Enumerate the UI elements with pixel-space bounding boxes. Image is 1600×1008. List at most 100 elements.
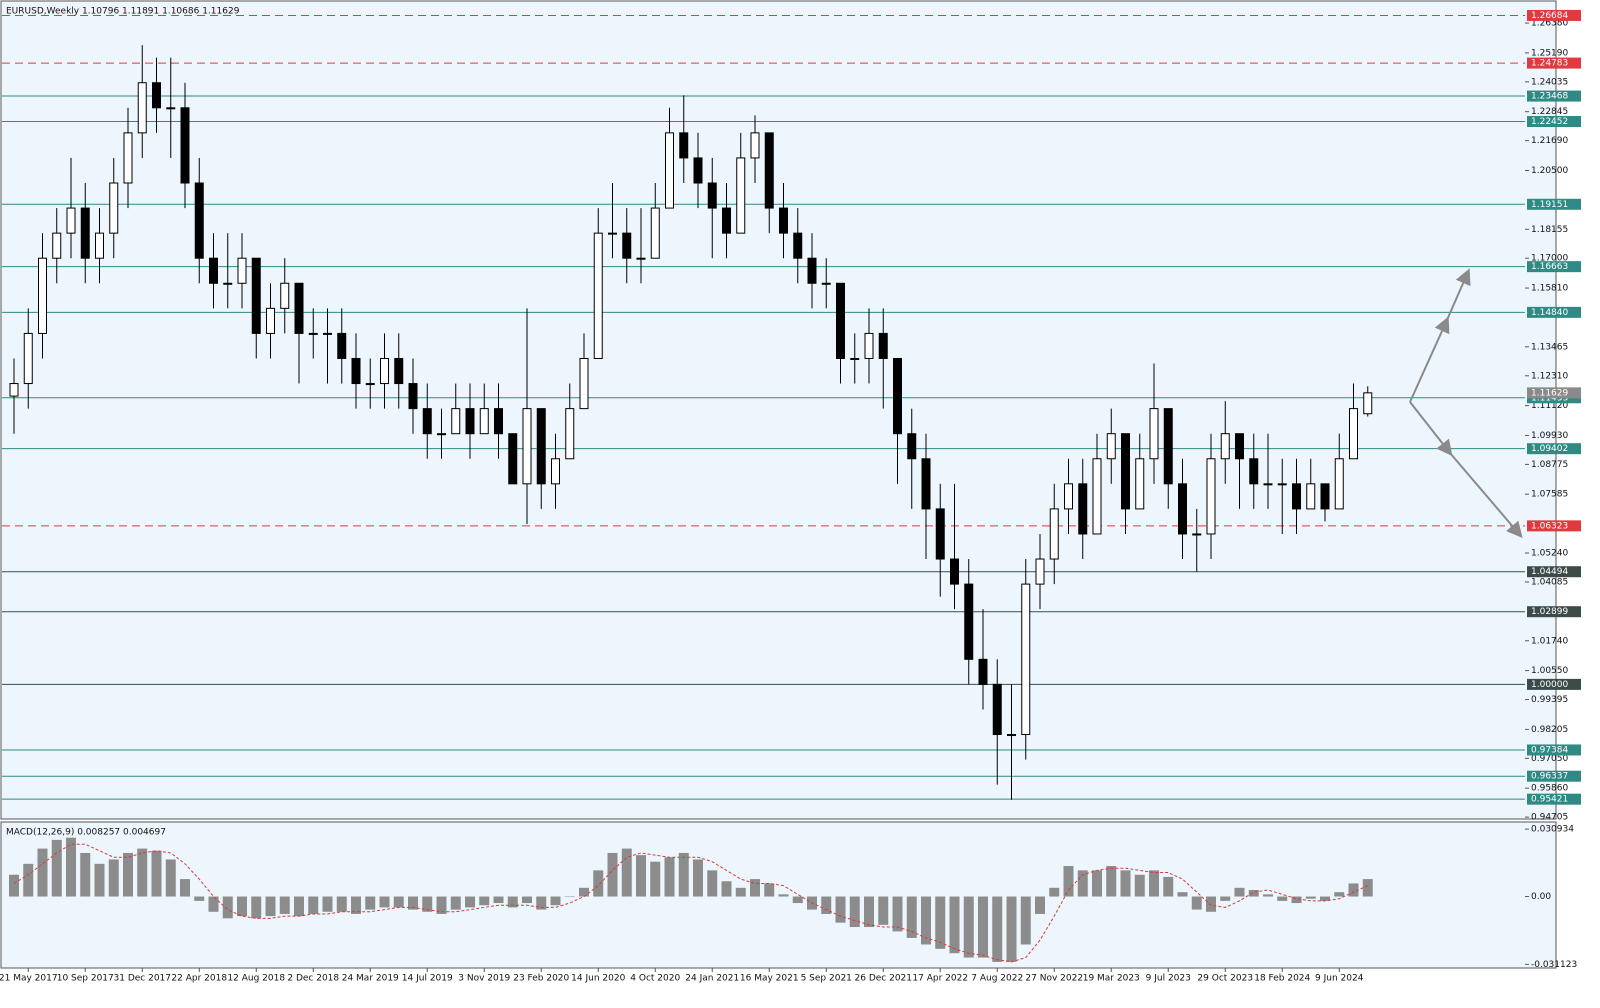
macd-bar: [365, 896, 376, 910]
candle-body: [736, 157, 746, 234]
candle-body: [593, 232, 603, 359]
x-tick-label: 24 Mar 2019: [342, 974, 399, 984]
candle-body: [1263, 483, 1273, 486]
level-label: 1.23468: [1531, 92, 1568, 102]
level-box: 1.19151: [1527, 198, 1581, 210]
level-label: 1.26684: [1531, 11, 1568, 21]
macd-bar: [180, 879, 190, 897]
candle-body: [693, 157, 703, 184]
candle-body: [95, 232, 104, 259]
macd-bar: [693, 859, 703, 897]
level-label: 1.14840: [1531, 308, 1568, 318]
level-box: 1.23468: [1527, 90, 1581, 102]
macd-bar: [778, 894, 789, 897]
candle-body: [579, 357, 589, 410]
x-tick-label: 21 May 2017: [0, 974, 58, 984]
macd-bar: [450, 896, 461, 910]
x-tick-label: 7 Aug 2022: [971, 974, 1023, 984]
candle-body: [850, 357, 860, 360]
x-tick-label: 9 Jul 2023: [1146, 974, 1191, 984]
macd-bar: [1149, 870, 1159, 897]
macd-bar: [1362, 879, 1373, 897]
candle-body: [907, 433, 917, 460]
macd-bar: [1049, 887, 1060, 897]
candle-body: [1064, 483, 1073, 510]
candle-body: [1235, 433, 1244, 460]
macd-bar: [465, 896, 475, 908]
candle-body: [650, 207, 660, 259]
level-label: 1.09402: [1531, 444, 1568, 454]
level-box-bg: [1527, 116, 1581, 128]
level-box-bg: [1527, 198, 1581, 210]
y-tick-label: 1.24035: [1531, 77, 1568, 87]
macd-bar: [735, 887, 746, 897]
macd-bar: [607, 852, 618, 897]
x-tick-label: 12 Aug 2018: [227, 974, 285, 984]
y-tick-label: 1.04085: [1531, 577, 1568, 587]
macd-bar: [707, 870, 718, 897]
arrow-up-1: [1409, 316, 1450, 403]
macd-bar: [935, 896, 946, 949]
macd-bar: [208, 896, 219, 912]
candle-body: [380, 357, 389, 385]
level-box-bg: [1527, 793, 1581, 805]
macd-bar: [1035, 896, 1045, 914]
level-box: 1.26684: [1527, 9, 1581, 21]
y-tick-label: 1.22845: [1531, 107, 1568, 117]
macd-bar: [1092, 870, 1102, 897]
level-box-bg: [1527, 678, 1581, 690]
candle-body: [408, 383, 418, 410]
candle-body: [80, 207, 90, 259]
y-tick-label: 1.00550: [1531, 666, 1568, 676]
candle-body: [209, 257, 218, 284]
macd-bar: [1077, 870, 1088, 897]
price-panel: [0, 0, 1557, 820]
macd-bar: [892, 896, 903, 932]
macd-bar: [393, 896, 404, 908]
macd-bar: [436, 896, 447, 914]
macd-bar: [479, 896, 490, 906]
candle-body: [23, 332, 33, 385]
macd-bar: [1020, 896, 1031, 945]
level-box: 1.22452: [1527, 116, 1581, 128]
candle-body: [636, 257, 646, 260]
candle-body: [1249, 458, 1259, 485]
macd-bar: [408, 896, 418, 910]
candle-body: [978, 658, 988, 685]
candle-body: [123, 132, 133, 184]
level-box-bg: [1527, 261, 1581, 273]
macd-bar: [308, 896, 319, 914]
macd-bar: [792, 896, 803, 904]
macd-bar: [51, 839, 62, 897]
y-tick-label: 1.12310: [1531, 371, 1568, 381]
level-label: 1.06323: [1531, 521, 1568, 531]
candle-body: [508, 433, 518, 485]
level-box: 0.95421: [1527, 793, 1581, 805]
x-tick-label: 10 Sep 2017: [57, 974, 114, 984]
candle-body: [807, 257, 817, 284]
macd-bar: [1248, 889, 1259, 897]
macd-bar: [621, 848, 632, 897]
candle-body: [1092, 458, 1102, 535]
x-tick-label: 18 Feb 2024: [1254, 974, 1310, 984]
candle-body: [1035, 558, 1045, 585]
x-tick-label: 16 May 2021: [740, 974, 799, 984]
candle-body: [280, 282, 290, 309]
candle-body: [152, 82, 161, 109]
macd-bar: [1263, 894, 1273, 897]
candle-body: [864, 332, 874, 359]
candle-body: [551, 458, 560, 485]
macd-bar: [522, 896, 532, 904]
macd-bar: [493, 896, 504, 904]
arrow-down-1: [1409, 401, 1453, 457]
macd-bar: [194, 896, 205, 901]
macd-bar: [66, 837, 76, 897]
y-tick-label: 0.030934: [1531, 825, 1574, 835]
candle-body: [237, 257, 247, 284]
candle-body: [821, 282, 831, 285]
candle-body: [66, 207, 76, 234]
macd-bar: [108, 859, 119, 897]
level-label: 1.22452: [1531, 117, 1568, 127]
y-tick-label: 1.07585: [1531, 490, 1568, 500]
